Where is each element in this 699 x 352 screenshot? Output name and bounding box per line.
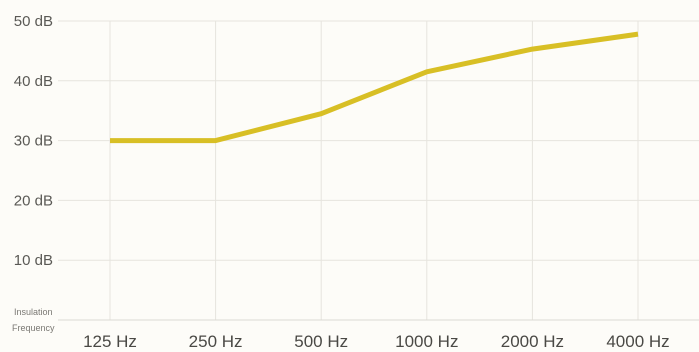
grid xyxy=(58,20,699,320)
series xyxy=(110,31,639,144)
axes: Insulation Frequency xyxy=(12,307,699,333)
series-line xyxy=(110,31,639,144)
x-tick-labels: 125 Hz 250 Hz 500 Hz 1000 Hz 2000 Hz 4000 Hz xyxy=(83,332,670,351)
y-tick-labels: 10 dB 20 dB 30 dB 40 dB 50 dB xyxy=(14,13,53,269)
x-axis-title: Frequency xyxy=(12,323,55,333)
y-tick-label: 50 dB xyxy=(14,13,53,30)
x-tick-label: 4000 Hz xyxy=(606,332,669,351)
y-tick-label: 10 dB xyxy=(14,252,53,269)
y-tick-label: 30 dB xyxy=(14,133,53,150)
y-tick-label: 20 dB xyxy=(14,192,53,209)
x-tick-label: 500 Hz xyxy=(294,332,348,351)
y-tick-label: 40 dB xyxy=(14,73,53,90)
x-tick-label: 1000 Hz xyxy=(395,332,458,351)
x-tick-label: 125 Hz xyxy=(83,332,137,351)
x-tick-label: 2000 Hz xyxy=(501,332,564,351)
x-tick-label: 250 Hz xyxy=(189,332,243,351)
y-axis-title: Insulation xyxy=(14,307,53,317)
